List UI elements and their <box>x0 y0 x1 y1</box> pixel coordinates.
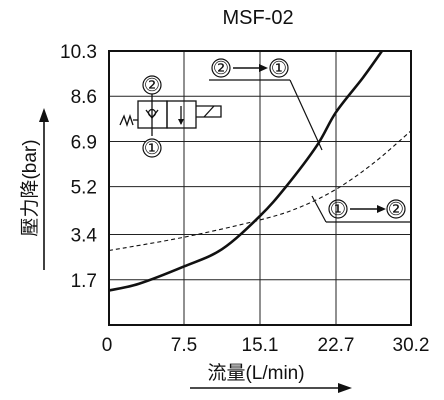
chart-title: MSF-02 <box>222 7 293 29</box>
svg-text:②: ② <box>144 75 160 95</box>
annotation-1-to-2-leader <box>311 195 327 223</box>
series-line-2-to-1 <box>108 50 384 292</box>
x-tick-label: 22.7 <box>318 335 355 356</box>
y-axis-label: 壓力降(bar) <box>19 139 41 236</box>
svg-text:①: ① <box>271 58 287 78</box>
annotation-1-to-2: ① ② <box>311 195 410 223</box>
arrow-head-icon <box>259 64 268 72</box>
svg-text:①: ① <box>144 138 160 158</box>
y-tick-label: 3.4 <box>71 226 98 247</box>
y-axis-arrow-head-icon <box>39 108 49 122</box>
x-tick-label: 7.5 <box>171 335 197 356</box>
x-tick-labels: 0 7.5 15.1 22.7 30.2 <box>102 335 430 356</box>
arrow-head-icon <box>377 205 386 213</box>
series-group <box>108 50 412 292</box>
x-axis-label: 流量(L/min) <box>207 362 304 384</box>
y-tick-label: 6.9 <box>71 132 97 153</box>
flow-arrow-head-icon <box>178 119 184 125</box>
y-tick-label: 1.7 <box>71 271 97 292</box>
solenoid-diagonal <box>203 105 215 118</box>
y-tick-label: 5.2 <box>71 178 97 199</box>
annotation-2-to-1: ② ① <box>209 58 323 151</box>
y-tick-labels: 10.3 8.6 6.9 5.2 3.4 1.7 <box>60 42 97 292</box>
spring-symbol <box>119 113 134 128</box>
valve-symbol: ② ① <box>119 75 222 158</box>
check-ball-icon <box>147 108 157 118</box>
x-axis-arrow-head-icon <box>338 383 352 393</box>
x-tick-label: 30.2 <box>393 335 430 356</box>
x-tick-label: 0 <box>102 335 113 356</box>
series-line-1-to-2 <box>108 130 412 252</box>
plot-frame <box>108 50 412 326</box>
annotation-2-to-1-from: ② <box>211 58 231 78</box>
annotation-1-to-2-to: ② <box>386 199 406 219</box>
annotation-2-to-1-leader <box>289 79 323 151</box>
port-1-marker: ① <box>142 138 162 158</box>
svg-text:②: ② <box>388 199 404 219</box>
annotation-1-to-2-from: ① <box>328 199 348 219</box>
x-tick-label: 15.1 <box>242 335 279 356</box>
valve-box-right <box>166 100 197 129</box>
svg-text:②: ② <box>213 58 229 78</box>
svg-text:①: ① <box>330 199 346 219</box>
grid <box>109 51 411 325</box>
y-axis-label-group: 壓力降(bar) <box>19 139 41 236</box>
port-2-marker: ② <box>142 75 162 95</box>
y-tick-label: 10.3 <box>60 42 97 63</box>
annotation-2-to-1-to: ① <box>269 58 289 78</box>
solenoid-box <box>196 105 222 118</box>
y-tick-label: 8.6 <box>71 87 97 108</box>
